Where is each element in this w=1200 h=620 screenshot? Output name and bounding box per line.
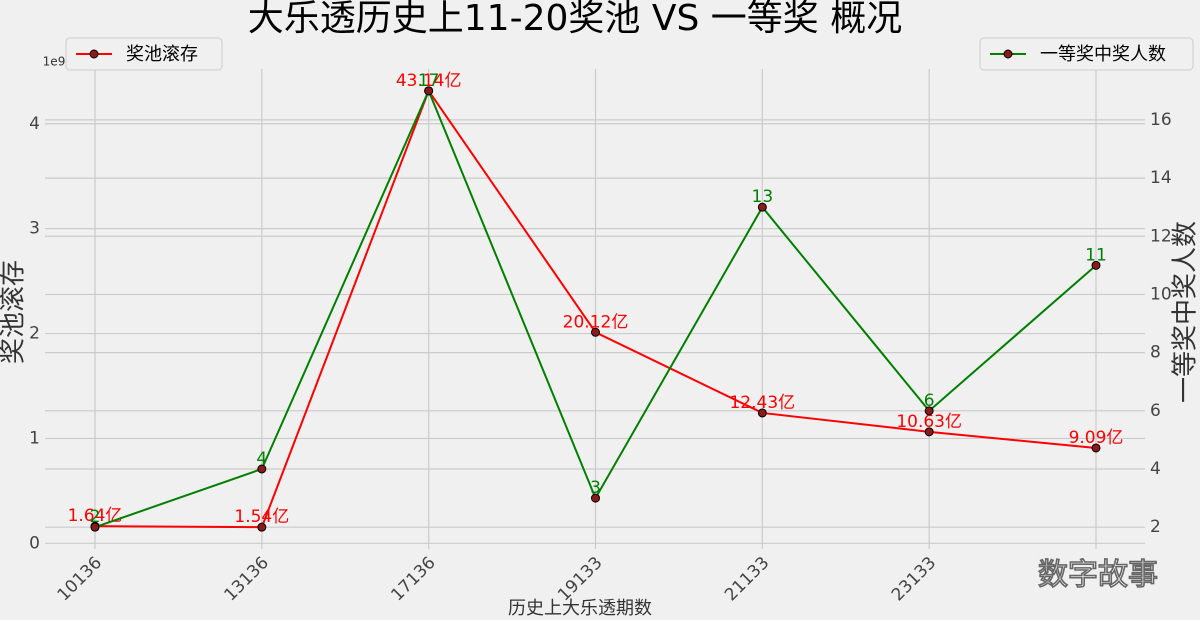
watermark: 数字故事 bbox=[1038, 558, 1158, 593]
y-tick-label: 4 bbox=[29, 114, 40, 134]
data-label: 10.63亿 bbox=[896, 412, 962, 432]
data-label: 13 bbox=[752, 187, 774, 207]
legend-label: 一等奖中奖人数 bbox=[1040, 44, 1166, 65]
data-point bbox=[757, 202, 767, 212]
y-tick-label: 0 bbox=[29, 533, 40, 553]
data-point bbox=[924, 427, 934, 437]
y-tick-label: 2 bbox=[29, 324, 40, 344]
legend-box bbox=[65, 37, 223, 71]
y-tick-label: 3 bbox=[29, 219, 40, 239]
y2-tick-label: 12 bbox=[1150, 226, 1172, 246]
data-label: 4 bbox=[256, 449, 267, 469]
data-label: 43.14亿 bbox=[396, 71, 462, 91]
data-point bbox=[1091, 260, 1101, 270]
legend-box bbox=[979, 37, 1194, 71]
data-label: 12.43亿 bbox=[729, 393, 795, 413]
data-point bbox=[757, 408, 767, 418]
y-offset-label: 1e9 bbox=[43, 55, 66, 69]
data-label: 9.09亿 bbox=[1069, 428, 1124, 448]
data-point bbox=[257, 522, 267, 532]
y-tick-label: 1 bbox=[29, 428, 40, 448]
data-label: 11 bbox=[1085, 245, 1107, 265]
data-label: 3 bbox=[590, 478, 601, 498]
data-label: 1.54亿 bbox=[234, 507, 289, 527]
y2-tick-label: 4 bbox=[1150, 459, 1161, 479]
y2-tick-label: 16 bbox=[1150, 110, 1172, 130]
data-point bbox=[924, 406, 934, 416]
data-label: 1.64亿 bbox=[68, 506, 123, 526]
data-point bbox=[257, 464, 267, 474]
data-label: 17 bbox=[418, 71, 440, 91]
y2-tick-label: 6 bbox=[1150, 401, 1161, 421]
legend-marker bbox=[89, 49, 99, 59]
y-axis-label: 奖池滚存 bbox=[0, 260, 29, 364]
y2-tick-label: 14 bbox=[1150, 168, 1172, 188]
data-label: 2 bbox=[90, 507, 101, 527]
legend: 奖池滚存 bbox=[65, 37, 223, 71]
y2-tick-label: 2 bbox=[1150, 517, 1161, 537]
legend-marker bbox=[1003, 49, 1013, 59]
data-label: 20.12亿 bbox=[563, 312, 629, 332]
data-point bbox=[424, 86, 434, 96]
x-axis-label: 历史上大乐透期数 bbox=[508, 598, 652, 619]
y2-axis-label: 一等奖中奖人数 bbox=[1171, 221, 1200, 403]
y2-tick-label: 10 bbox=[1150, 284, 1172, 304]
legend: 一等奖中奖人数 bbox=[979, 37, 1194, 71]
legend-label: 奖池滚存 bbox=[126, 44, 198, 65]
data-point bbox=[1091, 443, 1101, 453]
data-point bbox=[90, 522, 100, 532]
data-point bbox=[591, 493, 600, 503]
chart-title: 大乐透历史上11-20奖池 VS 一等奖 概况 bbox=[248, 0, 902, 39]
y2-tick-label: 8 bbox=[1150, 343, 1161, 363]
data-label: 6 bbox=[924, 391, 935, 411]
data-point bbox=[591, 327, 600, 337]
